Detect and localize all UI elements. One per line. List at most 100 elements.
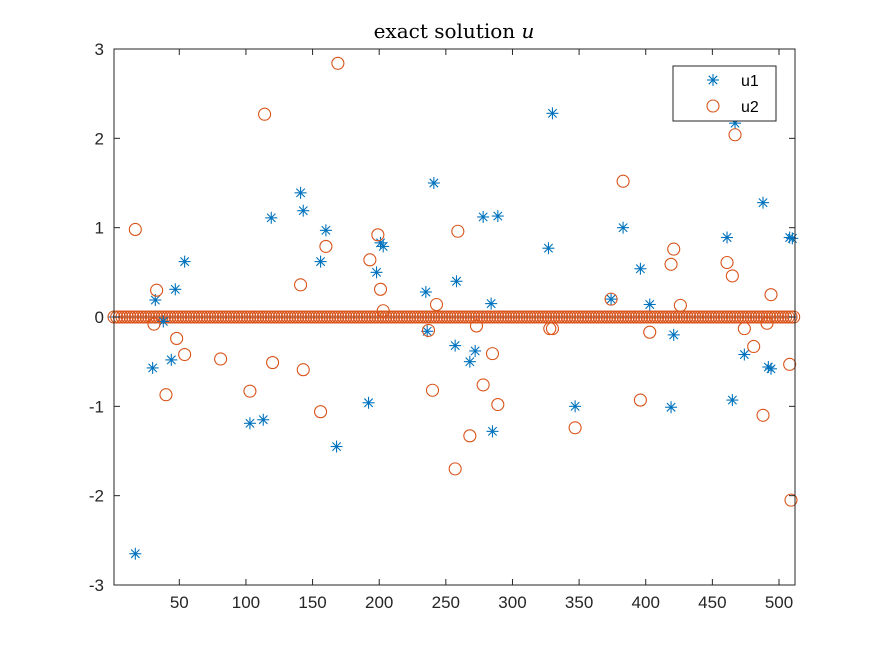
series-u2-zero-points — [107, 310, 801, 324]
u2-zero-point — [656, 310, 670, 324]
u2-zero-point — [691, 310, 705, 324]
u2-zero-point — [176, 310, 190, 324]
u2-zero-point — [307, 310, 321, 324]
u2-zero-point — [421, 310, 436, 324]
u2-zero-point — [365, 310, 380, 324]
u1-point — [634, 262, 647, 275]
u2-zero-point — [720, 310, 734, 324]
u2-zero-point — [264, 310, 278, 324]
u2-zero-point — [645, 310, 659, 324]
u1-point — [546, 107, 559, 120]
u2-zero-point — [491, 310, 505, 324]
u2-zero-point — [248, 310, 262, 324]
u2-zero-point — [339, 310, 353, 324]
u2-zero-point — [299, 310, 313, 324]
u2-zero-point — [328, 310, 342, 324]
u2-zero-point — [182, 310, 196, 324]
u1-point — [427, 177, 440, 189]
u2-zero-point — [661, 310, 675, 324]
u2-zero-point — [171, 310, 185, 324]
u2-zero-point — [507, 310, 521, 324]
u2-zero-point — [528, 310, 542, 324]
u1-point — [243, 417, 256, 430]
u2-zero-point — [469, 310, 484, 324]
u2-zero-point — [472, 310, 486, 324]
u2-zero-point — [320, 310, 334, 324]
u2-zero-point — [336, 310, 350, 324]
u2-zero-point — [659, 310, 673, 324]
u2-point — [760, 316, 774, 330]
u2-zero-point — [637, 310, 651, 324]
u2-point — [376, 304, 390, 318]
u2-zero-point — [168, 310, 182, 324]
u2-point — [664, 257, 678, 271]
u2-point — [604, 292, 618, 306]
u2-zero-point — [166, 310, 180, 324]
u2-zero-point — [603, 310, 617, 324]
u2-zero-point — [760, 310, 774, 324]
u1-point — [469, 344, 482, 357]
u1-point — [542, 242, 555, 255]
x-tick-label: 350 — [565, 593, 593, 612]
u2-point — [448, 462, 462, 476]
u2-zero-point — [592, 310, 606, 324]
u2-zero-point — [192, 310, 206, 324]
u2-point — [764, 288, 778, 302]
u2-zero-point — [619, 310, 633, 324]
y-tick-label: 2 — [95, 129, 104, 148]
u2-zero-point — [499, 310, 513, 324]
u2-zero-point — [699, 310, 713, 324]
x-tick-label: 150 — [298, 593, 326, 612]
u2-zero-point — [749, 310, 763, 324]
u2-zero-point — [584, 310, 598, 324]
u2-zero-point — [291, 310, 305, 324]
u2-zero-point — [120, 310, 134, 324]
x-tick-label: 500 — [765, 593, 793, 612]
u2-zero-point — [688, 310, 702, 324]
u2-point — [243, 384, 257, 398]
u2-zero-point — [315, 310, 329, 324]
u2-zero-point — [389, 310, 404, 324]
u2-point — [331, 56, 345, 70]
u2-zero-point — [360, 310, 374, 324]
u2-zero-point — [373, 310, 388, 324]
u2-zero-point — [715, 310, 729, 324]
u2-zero-point — [368, 310, 382, 324]
u1-point — [721, 231, 734, 244]
u2-point — [491, 397, 505, 412]
u2-zero-point — [214, 310, 228, 324]
u2-zero-point — [312, 310, 326, 324]
u2-point — [728, 128, 742, 142]
u2-zero-point — [515, 310, 529, 324]
chart-title: exact solution u — [374, 19, 535, 43]
u2-zero-point — [480, 310, 494, 324]
u2-zero-point — [589, 310, 603, 324]
legend-asterisk-icon — [707, 74, 719, 86]
u2-zero-point — [363, 310, 377, 324]
u2-point — [178, 347, 192, 362]
u1-point — [362, 396, 375, 409]
u2-zero-point — [232, 310, 246, 324]
u2-zero-point — [648, 310, 662, 324]
u2-point — [170, 331, 184, 345]
u1-point — [129, 547, 142, 560]
u1-point — [491, 210, 504, 223]
u2-zero-point — [496, 310, 510, 324]
y-tick-label: -2 — [89, 487, 104, 506]
x-tick-label: 50 — [170, 593, 189, 612]
u1-point — [449, 339, 462, 352]
u2-point — [747, 339, 761, 354]
u2-zero-point — [512, 310, 526, 324]
u2-zero-point — [459, 310, 473, 324]
y-tick-label: -1 — [89, 397, 104, 416]
u2-zero-point — [243, 310, 257, 324]
u2-point — [616, 174, 630, 188]
u2-point — [568, 421, 582, 435]
u2-zero-point — [597, 310, 611, 324]
u2-zero-point — [531, 310, 545, 324]
x-tick-label: 300 — [498, 593, 526, 612]
u2-zero-point — [685, 310, 699, 324]
legend-marker-u2 — [706, 99, 720, 113]
u2-point — [784, 493, 798, 507]
u2-zero-point — [230, 310, 244, 324]
